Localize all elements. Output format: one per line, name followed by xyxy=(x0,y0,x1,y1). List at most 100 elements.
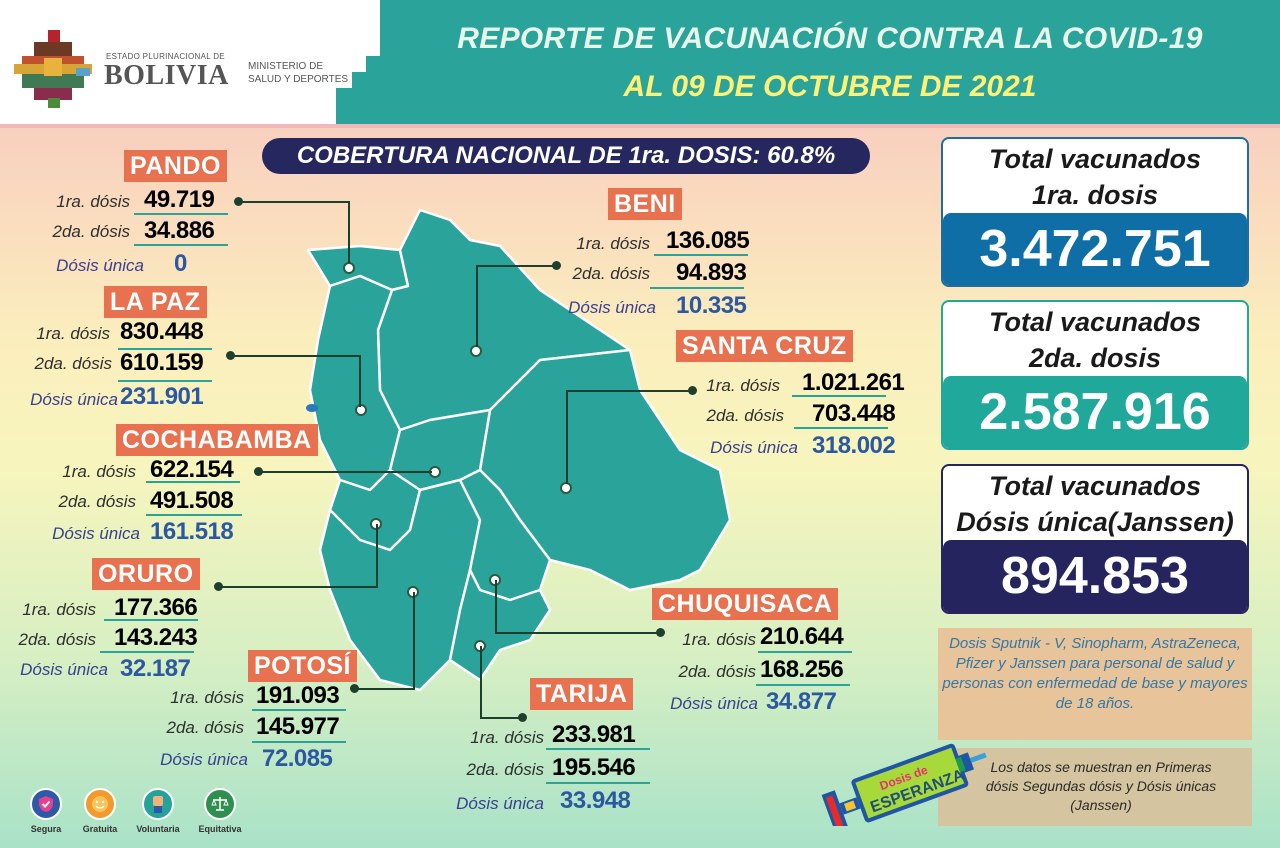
oruro-connector xyxy=(376,524,378,588)
second-dose-value: 168.256 xyxy=(760,656,844,683)
single-dose-label: Dósis única xyxy=(710,438,798,457)
oruro-connector-dot xyxy=(214,582,223,591)
header-band xyxy=(380,0,1280,126)
second-dose-value: 195.546 xyxy=(552,754,636,781)
ministry-line1: MINISTERIO DE xyxy=(248,61,324,72)
santa-cruz-connector xyxy=(566,390,568,484)
total-label-line2: Dósis única(Janssen) xyxy=(956,507,1234,537)
total-single-dose-card: Total vacunados Dósis única(Janssen) 894… xyxy=(941,464,1249,614)
shield-check-icon xyxy=(30,788,62,820)
beni-connector-dot xyxy=(552,261,561,270)
total-label: Total vacunados 2da. dosis xyxy=(943,302,1247,376)
potosi-connector-dot xyxy=(350,684,359,693)
smiley-icon xyxy=(84,788,116,820)
beni-connector xyxy=(476,265,556,267)
total-value: 2.587.916 xyxy=(943,376,1247,448)
dept-name: BENI xyxy=(608,188,682,220)
underline xyxy=(118,380,212,382)
single-dose-value: 32.187 xyxy=(120,655,191,682)
total-first-dose-card: Total vacunados 1ra. dosis 3.472.751 xyxy=(941,137,1249,287)
scales-icon xyxy=(204,788,236,820)
first-dose-label: 1ra. dósis xyxy=(470,728,544,747)
underline xyxy=(794,427,888,429)
vaccine-principles: Segura Gratuita Voluntaria Equitativa xyxy=(24,788,264,840)
underline xyxy=(146,481,240,483)
oruro-connector xyxy=(220,586,378,588)
ministry-name: MINISTERIO DE SALUD Y DEPORTES xyxy=(248,60,348,86)
dept-name: PANDO xyxy=(124,150,227,182)
badge-equitativa: Equitativa xyxy=(190,788,250,834)
second-dose-value: 703.448 xyxy=(812,400,896,427)
potosi-connector xyxy=(413,592,415,690)
coverage-banner: COBERTURA NACIONAL DE 1ra. DOSIS: 60.8% xyxy=(262,138,870,174)
first-dose-label: 1ra. dósis xyxy=(56,192,130,211)
header-step xyxy=(366,56,382,76)
badge-gratuita: Gratuita xyxy=(70,788,130,834)
second-dose-label: 2da. dósis xyxy=(706,406,785,425)
dept-name: LA PAZ xyxy=(104,286,207,318)
first-dose-label: 1ra. dósis xyxy=(576,234,650,253)
first-dose-label: 1ra. dósis xyxy=(706,376,780,395)
underline xyxy=(546,748,650,750)
single-dose-label: Dósis única xyxy=(56,256,144,275)
second-dose-value: 94.893 xyxy=(676,259,747,286)
underline xyxy=(650,287,744,289)
total-value: 894.853 xyxy=(943,540,1247,612)
badge-segura: Segura xyxy=(16,788,76,834)
first-dose-label: 1ra. dósis xyxy=(682,630,756,649)
total-label-line1: Total vacunados xyxy=(988,307,1202,337)
second-dose-value: 610.159 xyxy=(120,349,204,376)
data-info-note: Los datos se muestran en Primeras dósis … xyxy=(938,748,1252,826)
pando-connector-dot xyxy=(234,197,243,206)
syringe-logo-icon: Dosis de ESPERANZA xyxy=(821,743,987,826)
cochabamba-connector xyxy=(260,471,432,473)
total-label: Total vacunados 1ra. dosis xyxy=(943,139,1247,213)
second-dose-value: 34.886 xyxy=(144,217,215,244)
badge-voluntaria: Voluntaria xyxy=(128,788,188,834)
first-dose-value: 49.719 xyxy=(144,186,215,213)
underline xyxy=(134,213,228,215)
underline xyxy=(792,395,886,397)
logo-main-text: BOLIVIA xyxy=(104,60,229,91)
dept-name: COCHABAMBA xyxy=(116,424,318,456)
total-second-dose-card: Total vacunados 2da. dosis 2.587.916 xyxy=(941,300,1249,450)
santa-cruz-connector-dot xyxy=(688,386,697,395)
dept-name: SANTA CRUZ xyxy=(676,330,853,362)
underline xyxy=(756,684,850,686)
single-dose-value: 161.518 xyxy=(150,518,234,545)
ministry-line2: SALUD Y DEPORTES xyxy=(248,74,349,85)
first-dose-label: 1ra. dósis xyxy=(22,600,96,619)
la-paz-connector xyxy=(359,355,361,407)
la-paz-map-marker xyxy=(355,404,367,416)
underline xyxy=(252,741,346,743)
chuquisaca-connector xyxy=(495,580,497,634)
second-dose-label: 2da. dósis xyxy=(18,630,97,649)
tarija-connector-dot xyxy=(518,713,527,722)
la-paz-connector xyxy=(232,355,360,357)
total-label-line2: 2da. dosis xyxy=(1028,343,1162,373)
vaccines-note: Dosis Sputnik - V, Sinopharm, AstraZenec… xyxy=(938,628,1252,740)
single-dose-label: Dósis única xyxy=(52,524,140,543)
total-label-line2: 1ra. dosis xyxy=(1031,180,1159,210)
single-dose-value: 231.901 xyxy=(120,383,204,410)
first-dose-label: 1ra. dósis xyxy=(62,462,136,481)
single-dose-label: Dósis única xyxy=(20,660,108,679)
logo-top-text: ESTADO PLURINACIONAL DE xyxy=(106,52,225,61)
underline xyxy=(654,254,748,256)
first-dose-value: 1.021.261 xyxy=(802,369,905,396)
chuquisaca-connector-dot xyxy=(656,628,665,637)
underline xyxy=(104,619,198,621)
header-step xyxy=(352,72,382,92)
second-dose-value: 145.977 xyxy=(256,713,340,740)
cochabamba-connector-dot xyxy=(254,467,263,476)
total-label-line1: Total vacunados xyxy=(988,144,1202,174)
single-dose-value: 0 xyxy=(174,250,187,277)
first-dose-label: 1ra. dósis xyxy=(36,324,110,343)
underline xyxy=(146,514,242,516)
first-dose-value: 177.366 xyxy=(114,594,198,621)
single-dose-label: Dósis única xyxy=(456,794,544,813)
underline xyxy=(118,348,212,350)
raised-hand-icon xyxy=(142,788,174,820)
pando-connector xyxy=(240,201,350,203)
